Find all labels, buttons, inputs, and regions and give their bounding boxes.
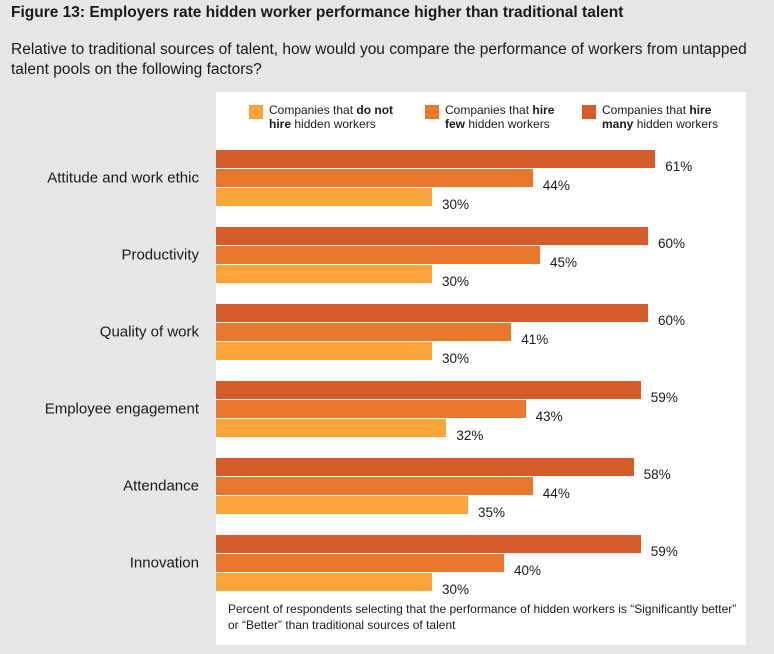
bar-value-label: 40% [514,563,542,578]
legend-swatch [582,105,596,119]
bar-value-label: 60% [658,313,686,328]
bar [216,419,447,437]
bar [216,477,533,495]
bar [216,400,526,418]
bar [216,188,432,206]
bar-value-label: 30% [442,274,470,289]
bar [216,381,641,399]
chart-footnote: Percent of respondents selecting that th… [228,602,737,632]
bar [216,342,432,360]
bar-value-label: 32% [456,428,484,443]
category-label: Quality of work [99,323,199,341]
legend-label: Companies that hire few hidden workers [445,103,555,131]
category-label: Employee engagement [44,400,199,418]
legend-item: Companies that hire few hidden workers [425,103,554,131]
bar [216,323,512,341]
legend-swatch [425,105,439,119]
bar [216,458,634,476]
bar-value-label: 41% [521,332,549,347]
bar [216,227,648,245]
bar-value-label: 59% [650,390,678,405]
bar-value-label: 44% [542,178,570,193]
bar [216,246,540,264]
bar-value-label: 30% [442,351,470,366]
legend-label: Companies that hire many hidden workers [602,103,719,131]
bar [216,169,533,187]
bar-value-label: 30% [442,582,470,597]
category-label: Attendance [123,477,199,495]
legend-item: Companies that hire many hidden workers [582,103,718,131]
bar-value-label: 58% [643,467,671,482]
category-label: Attitude and work ethic [47,169,199,187]
bar [216,535,641,553]
bar-value-label: 43% [535,409,563,424]
bar-value-label: 45% [550,255,578,270]
bar-value-label: 61% [665,159,693,174]
bar-value-label: 30% [442,197,470,212]
bar [216,554,504,572]
legend-swatch [249,105,263,119]
legend-label: Companies that do not hire hidden workers [269,103,394,131]
bar [216,150,656,168]
figure-subtitle: Relative to traditional sources of talen… [11,41,747,78]
category-label: Productivity [121,246,199,264]
legend-item: Companies that do not hire hidden workers [249,103,393,131]
bar [216,496,468,514]
category-label: Innovation [129,554,199,572]
bar-value-label: 60% [658,236,686,251]
figure-title: Figure 13: Employers rate hidden worker … [11,4,624,21]
bar-value-label: 44% [542,486,570,501]
bar [216,265,432,283]
bar-value-label: 59% [650,544,678,559]
bar [216,573,432,591]
bar-value-label: 35% [478,505,506,520]
bar [216,304,648,322]
